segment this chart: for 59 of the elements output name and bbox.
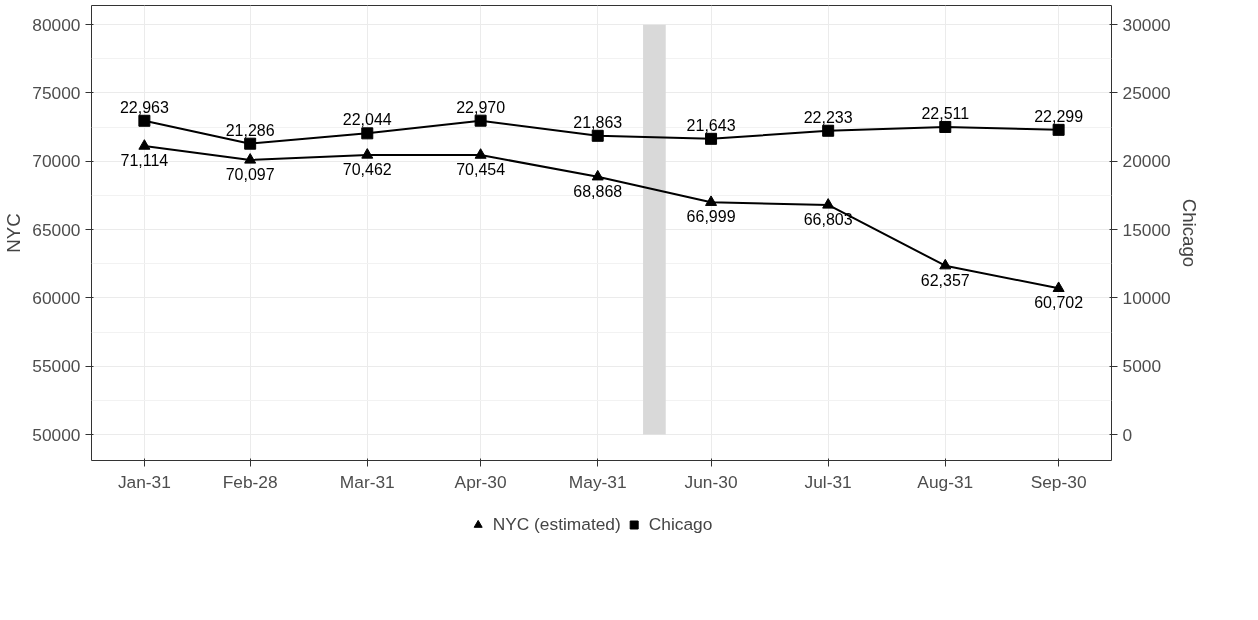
y-tick-label: 60000 <box>32 287 81 308</box>
point <box>939 258 952 270</box>
data-label: 21,643 <box>686 116 736 134</box>
y-tick-label: 70000 <box>32 151 81 172</box>
y2-tick-label: 15000 <box>1122 219 1171 240</box>
data-label: 22,299 <box>1034 107 1084 125</box>
x-tick-label: Feb-28 <box>222 471 278 492</box>
x-tick-label: Mar-31 <box>339 471 395 492</box>
point <box>591 169 604 181</box>
point <box>822 124 835 137</box>
data-label: 70,097 <box>225 165 275 183</box>
y2-tick-label: 10000 <box>1122 287 1171 308</box>
data-label: 70,454 <box>456 161 506 179</box>
y2-tick-label: 0 <box>1122 424 1133 445</box>
legend-label: NYC (estimated) <box>492 513 621 535</box>
point <box>822 198 835 209</box>
data-label: 66,999 <box>686 208 736 226</box>
x-tick-label: Jan-31 <box>117 471 171 492</box>
x-tick-label: Sep-30 <box>1030 471 1087 492</box>
y-tick-label: 50000 <box>32 424 81 445</box>
data-label: 22,970 <box>456 98 506 116</box>
data-label: 22,963 <box>119 98 169 116</box>
y-tick-label: 65000 <box>32 219 81 240</box>
legend-label: Chicago <box>648 513 713 535</box>
data-label: 68,868 <box>573 182 623 200</box>
y-axis-title: NYC <box>3 213 25 253</box>
data-label: 70,462 <box>342 160 392 178</box>
y-tick-label: 55000 <box>32 356 81 377</box>
data-label: 60,702 <box>1034 294 1084 312</box>
data-label: 22,233 <box>803 108 853 126</box>
point <box>1052 123 1065 136</box>
point <box>705 195 718 206</box>
point <box>705 132 718 145</box>
x-tick-label: Jun-30 <box>684 471 738 492</box>
point <box>474 148 487 159</box>
y2-tick-label: 5000 <box>1122 356 1162 377</box>
point <box>1052 281 1065 292</box>
data-label: 66,803 <box>803 210 853 228</box>
point <box>361 148 374 159</box>
data-label: 62,357 <box>920 271 970 289</box>
x-tick-label: Aug-31 <box>917 471 974 492</box>
point <box>591 129 604 142</box>
x-tick-label: Jul-31 <box>804 471 852 492</box>
data-label: 22,511 <box>921 104 970 122</box>
point <box>361 127 374 140</box>
x-tick-label: Apr-30 <box>454 471 507 492</box>
data-label: 21,286 <box>225 121 275 139</box>
data-label: 22,044 <box>342 111 392 129</box>
point <box>939 120 952 133</box>
y2-tick-label: 25000 <box>1122 82 1171 103</box>
data-label: 71,114 <box>120 152 169 170</box>
point <box>474 114 487 127</box>
y-tick-label: 80000 <box>32 14 81 35</box>
y-tick-label: 75000 <box>32 82 81 103</box>
x-tick-label: May-31 <box>568 471 627 492</box>
data-label: 21,863 <box>573 113 623 131</box>
y2-axis-title: Chicago <box>1178 198 1200 268</box>
y2-tick-label: 30000 <box>1122 14 1171 35</box>
y2-tick-label: 20000 <box>1122 151 1171 172</box>
